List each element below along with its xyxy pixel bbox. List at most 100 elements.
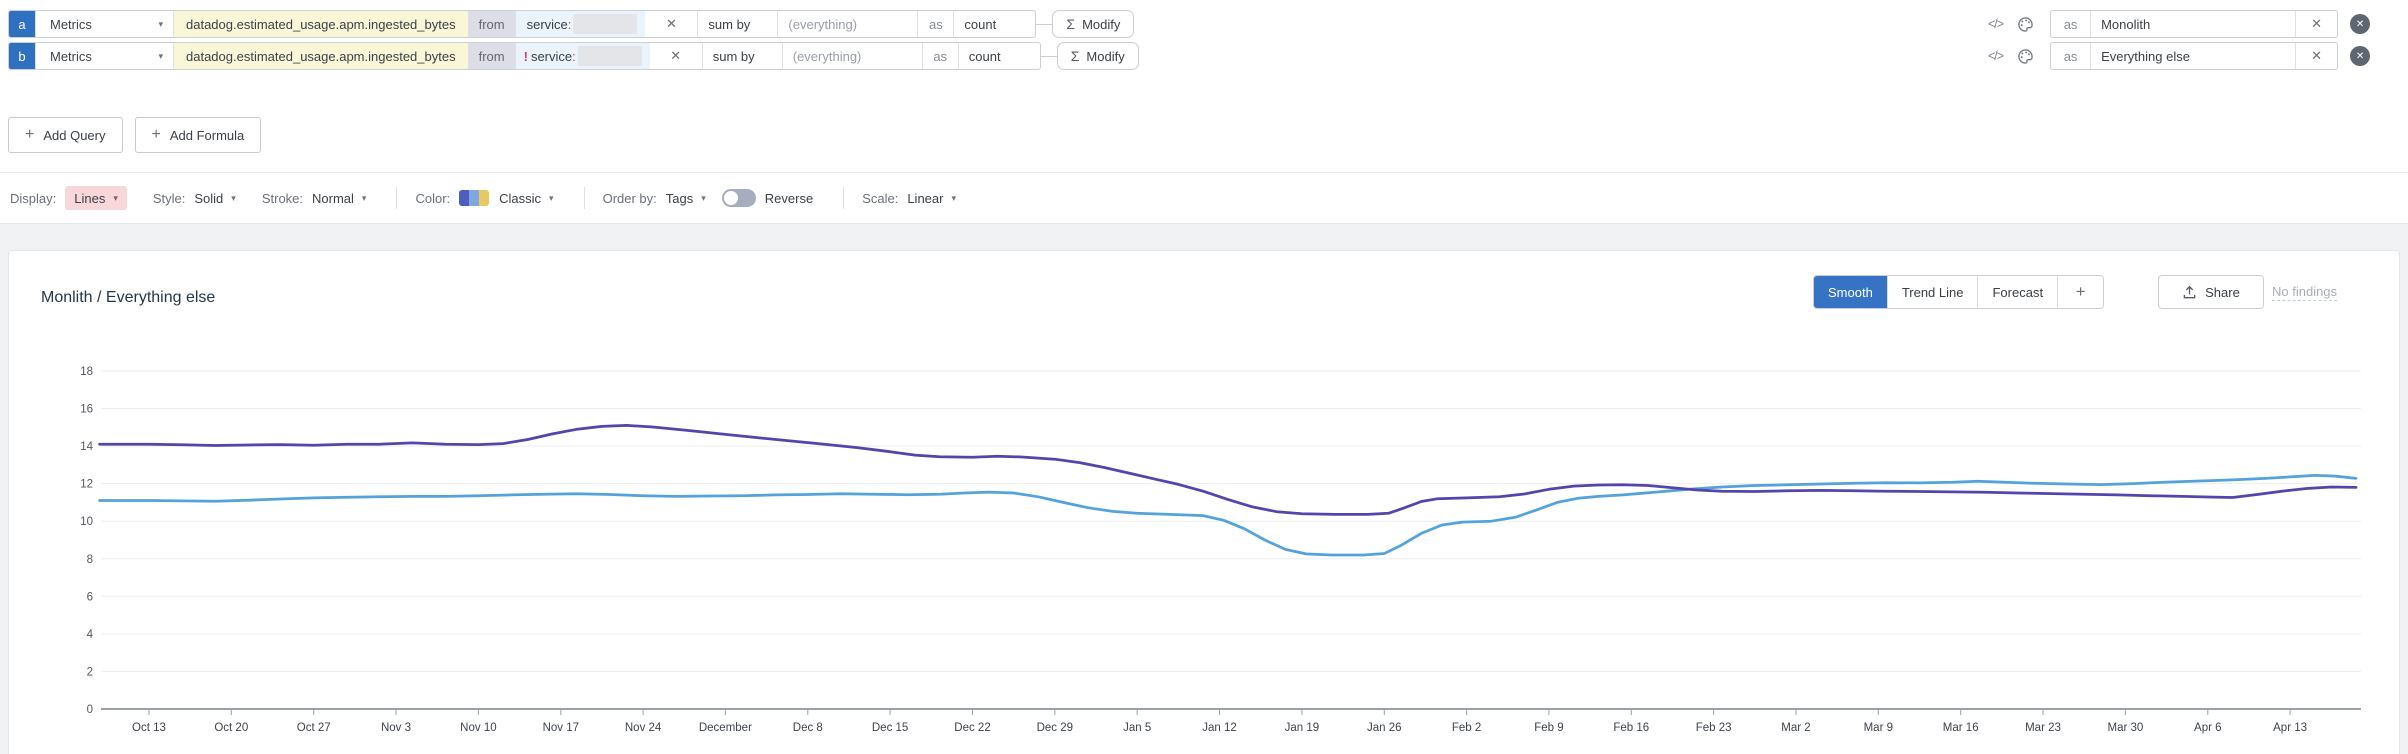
group-by-field[interactable]: (everything) — [777, 11, 917, 37]
data-source-label: Metrics — [50, 16, 92, 32]
data-source-select[interactable]: Metrics ▾ — [35, 43, 173, 69]
filter-colon: : — [572, 48, 576, 64]
sum-by-label[interactable]: sum by — [697, 11, 777, 37]
y-axis-tick-label: 8 — [87, 554, 93, 566]
x-axis-tick-label: Mar 2 — [1781, 722, 1810, 734]
order-by-dropdown[interactable]: Tags ▾ — [666, 191, 706, 206]
clear-alias-icon[interactable]: ✕ — [2295, 11, 2337, 37]
x-axis-tick-label: December — [699, 722, 752, 734]
clear-alias-icon[interactable]: ✕ — [2295, 43, 2337, 69]
filter-key: service — [530, 48, 573, 64]
alias-group: as Monolith ✕ — [2050, 10, 2339, 38]
query-row-a: a Metrics ▾ datadog.estimated_usage.apm.… — [8, 10, 2371, 38]
from-label: from — [467, 43, 515, 69]
code-icon[interactable]: </> — [1988, 17, 2004, 31]
filter-value-placeholder[interactable] — [573, 14, 638, 34]
color-value: Classic — [499, 190, 542, 206]
stroke-label: Stroke: — [261, 190, 304, 206]
scale-dropdown[interactable]: Linear ▾ — [907, 191, 956, 206]
code-icon[interactable]: </> — [1988, 49, 2004, 63]
plus-icon: + — [25, 126, 35, 143]
color-dropdown[interactable]: Classic ▾ — [499, 191, 553, 206]
x-axis-tick-label: Jan 26 — [1367, 722, 1402, 734]
connector-line — [1040, 55, 1057, 57]
remove-query-icon[interactable]: ✕ — [2350, 46, 2371, 66]
remove-filter-icon[interactable]: ✕ — [665, 16, 677, 31]
data-source-label: Metrics — [50, 48, 92, 64]
y-axis-tick-label: 14 — [80, 441, 93, 453]
as-label: as — [917, 11, 953, 37]
alias-input[interactable]: Monolith — [2101, 16, 2151, 32]
modify-label: Modify — [1082, 16, 1121, 32]
toggle-knob — [723, 191, 738, 205]
style-value: Solid — [194, 190, 224, 206]
filter-value-placeholder[interactable] — [577, 46, 642, 66]
chevron-down-icon: ▾ — [701, 192, 706, 203]
modify-button[interactable]: Σ Modify — [1056, 42, 1139, 70]
share-label: Share — [2205, 284, 2240, 300]
rollup-select[interactable]: count — [953, 11, 1035, 37]
x-axis-tick-label: Jan 19 — [1285, 722, 1320, 734]
query-a-right-cluster: </> as Monolith ✕ ✕ — [1988, 10, 2408, 38]
chevron-down-icon: ▾ — [549, 192, 554, 203]
order-by-value: Tags — [665, 190, 694, 206]
add-formula-button[interactable]: + Add Formula — [134, 117, 262, 153]
series-line-monolith — [98, 424, 2358, 516]
metric-name-field[interactable]: datadog.estimated_usage.apm.ingested_byt… — [173, 11, 468, 37]
chart-card: Monlith / Everything else Smooth Trend L… — [8, 250, 2400, 754]
query-b-box: b Metrics ▾ datadog.estimated_usage.apm.… — [8, 42, 1041, 70]
x-axis-tick-label: Nov 10 — [460, 722, 496, 734]
chevron-down-icon: ▾ — [231, 192, 236, 203]
y-axis-tick-label: 0 — [87, 704, 93, 716]
reverse-toggle[interactable] — [721, 189, 756, 207]
query-letter-badge: a — [9, 11, 35, 37]
query-b-right-cluster: </> as Everything else ✕ ✕ — [1988, 42, 2408, 70]
x-axis-tick-label: Jan 5 — [1123, 722, 1151, 734]
data-source-select[interactable]: Metrics ▾ — [35, 11, 173, 37]
style-dropdown[interactable]: Solid ▾ — [194, 191, 235, 206]
remove-query-icon[interactable]: ✕ — [2350, 14, 2371, 34]
trend-line-button[interactable]: Trend Line — [1886, 276, 1978, 308]
y-axis-tick-label: 6 — [87, 591, 93, 603]
display-type-dropdown[interactable]: Lines ▾ — [65, 186, 127, 210]
filter-negation: ! — [523, 48, 528, 64]
palette-icon[interactable] — [2017, 16, 2034, 33]
x-axis-tick-label: Oct 27 — [297, 722, 331, 734]
palette-icon[interactable] — [2017, 48, 2034, 65]
x-axis-tick-label: Nov 3 — [381, 722, 411, 734]
x-axis-tick-label: Apr 6 — [2194, 722, 2222, 734]
x-axis-tick-label: Feb 9 — [1534, 722, 1563, 734]
x-axis-tick-label: Dec 29 — [1037, 722, 1073, 734]
forecast-button[interactable]: Forecast — [1977, 276, 2057, 308]
remove-filter-icon[interactable]: ✕ — [670, 48, 682, 63]
alias-as-label: as — [2051, 43, 2092, 69]
rollup-select[interactable]: count — [957, 43, 1040, 69]
x-axis-tick-label: Mar 16 — [1943, 722, 1979, 734]
x-axis-tick-label: Dec 15 — [872, 722, 908, 734]
filter-field[interactable]: service: — [514, 11, 646, 37]
add-query-button[interactable]: + Add Query — [8, 117, 123, 153]
filter-field[interactable]: ! service: — [514, 43, 650, 69]
metric-name-field[interactable]: datadog.estimated_usage.apm.ingested_byt… — [173, 43, 468, 69]
stroke-dropdown[interactable]: Normal ▾ — [312, 191, 366, 206]
y-axis-tick-label: 12 — [80, 479, 93, 491]
x-axis-tick-label: Nov 24 — [625, 722, 662, 734]
add-function-button[interactable]: + — [2057, 276, 2103, 308]
smooth-button[interactable]: Smooth — [1814, 276, 1887, 308]
modify-button[interactable]: Σ Modify — [1052, 10, 1135, 38]
order-by-label: Order by: — [602, 190, 657, 206]
group-by-field[interactable]: (everything) — [781, 43, 922, 69]
timeseries-chart[interactable]: 0 2 4 6 8 10 12 14 16 18 Oct 13 Oct 20 Oct 27 Nov 3 No… — [9, 251, 2401, 754]
x-axis-tick-label: Mar 23 — [2025, 722, 2061, 734]
scale-value: Linear — [907, 190, 944, 206]
x-axis-tick-label: Dec 22 — [954, 722, 990, 734]
divider — [583, 187, 585, 209]
sum-by-label[interactable]: sum by — [701, 43, 782, 69]
x-axis-tick-label: Oct 20 — [214, 722, 248, 734]
alias-input[interactable]: Everything else — [2101, 48, 2190, 64]
share-button[interactable]: Share — [2158, 275, 2264, 309]
from-label: from — [467, 11, 515, 37]
x-axis-tick-label: Feb 23 — [1696, 722, 1732, 734]
display-type-value: Lines — [74, 190, 106, 206]
chevron-down-icon: ▾ — [113, 192, 118, 203]
